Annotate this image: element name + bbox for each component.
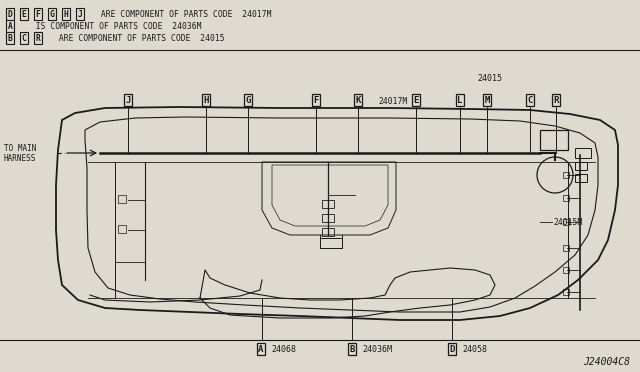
- Text: H: H: [204, 96, 209, 105]
- Text: ARE COMPONENT OF PARTS CODE  24017M: ARE COMPONENT OF PARTS CODE 24017M: [96, 10, 271, 19]
- Text: C: C: [527, 96, 532, 105]
- Text: A: A: [259, 344, 264, 353]
- Text: 24058: 24058: [462, 344, 487, 353]
- Text: C: C: [22, 33, 26, 42]
- Bar: [322, 200, 334, 208]
- Text: E: E: [22, 10, 26, 19]
- Text: J: J: [125, 96, 131, 105]
- Text: 24015: 24015: [477, 74, 502, 83]
- Text: ARE COMPONENT OF PARTS CODE  24015: ARE COMPONENT OF PARTS CODE 24015: [54, 33, 225, 42]
- Bar: [563, 219, 569, 225]
- Text: J24004C8: J24004C8: [583, 357, 630, 367]
- Bar: [563, 289, 569, 295]
- Bar: [563, 172, 569, 178]
- Text: G: G: [245, 96, 251, 105]
- Bar: [575, 162, 587, 170]
- Text: F: F: [36, 10, 40, 19]
- Bar: [563, 267, 569, 273]
- Text: 24068: 24068: [271, 344, 296, 353]
- Text: K: K: [355, 96, 361, 105]
- Text: D: D: [449, 344, 454, 353]
- Bar: [575, 148, 591, 158]
- Text: 24017M: 24017M: [378, 96, 407, 106]
- Bar: [563, 245, 569, 251]
- Text: B: B: [349, 344, 355, 353]
- Text: 24036M: 24036M: [362, 344, 392, 353]
- Bar: [118, 195, 126, 203]
- Bar: [118, 225, 126, 233]
- Bar: [322, 214, 334, 222]
- Text: R: R: [554, 96, 559, 105]
- Text: H: H: [63, 10, 68, 19]
- Text: D: D: [8, 10, 12, 19]
- Bar: [563, 195, 569, 201]
- Bar: [540, 130, 568, 150]
- Text: B: B: [8, 33, 12, 42]
- Text: R: R: [36, 33, 40, 42]
- Text: L: L: [458, 96, 463, 105]
- Text: E: E: [413, 96, 419, 105]
- Bar: [322, 228, 334, 236]
- Text: TO MAIN: TO MAIN: [4, 144, 36, 153]
- Text: 24015M: 24015M: [553, 218, 582, 227]
- Text: A: A: [8, 22, 12, 31]
- Text: G: G: [49, 10, 54, 19]
- Text: M: M: [484, 96, 490, 105]
- Text: IS COMPONENT OF PARTS CODE  24036M: IS COMPONENT OF PARTS CODE 24036M: [26, 22, 202, 31]
- Bar: [575, 174, 587, 182]
- Text: J: J: [77, 10, 83, 19]
- Text: HARNESS: HARNESS: [4, 154, 36, 163]
- Text: F: F: [314, 96, 319, 105]
